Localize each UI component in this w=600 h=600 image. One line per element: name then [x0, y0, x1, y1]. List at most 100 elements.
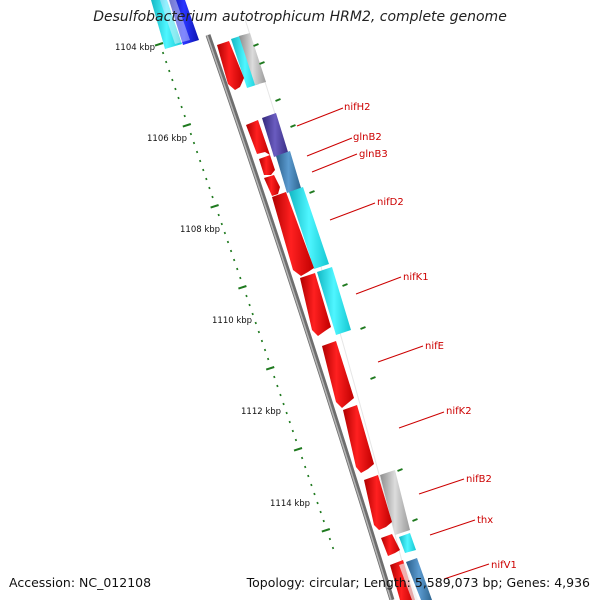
kbp-minor-tick — [291, 429, 294, 433]
gene-label-glnB2[interactable]: glnB2 — [353, 132, 382, 143]
outer-tick-mark — [360, 326, 366, 330]
kbp-minor-tick — [183, 114, 186, 118]
gene-feature[interactable] — [239, 33, 266, 85]
label-leader — [355, 276, 402, 295]
kbp-minor-tick — [300, 456, 304, 460]
kbp-minor-tick — [165, 60, 168, 64]
kbp-major-tick — [321, 528, 331, 533]
gene-label-nifD2[interactable]: nifD2 — [377, 197, 404, 208]
genome-summary-text: Topology: circular; Length: 5,589,073 bp… — [246, 575, 590, 590]
label-leader — [296, 107, 344, 127]
gene-arrow[interactable] — [343, 405, 374, 473]
outer-tick-mark — [275, 98, 281, 102]
kbp-minor-tick — [304, 465, 307, 469]
label-leader — [429, 519, 476, 536]
label-leader — [329, 202, 376, 221]
kbp-minor-tick — [310, 483, 313, 487]
gene-arrow[interactable] — [322, 341, 354, 408]
outer-tick-mark — [397, 468, 403, 472]
genome-backbone-highlight — [206, 34, 392, 600]
kbp-minor-tick — [328, 537, 332, 541]
kbp-minor-tick — [313, 492, 316, 496]
outer-tick-mark — [290, 124, 296, 128]
gene-feature[interactable] — [317, 267, 351, 335]
gene-feature[interactable] — [380, 470, 410, 535]
kbp-minor-tick — [331, 546, 335, 550]
kbp-minor-tick — [205, 177, 208, 181]
kbp-minor-tick — [260, 339, 264, 343]
label-leader — [443, 563, 490, 580]
kbp-minor-tick — [248, 303, 251, 307]
gene-arrow[interactable] — [381, 534, 400, 556]
gene-arrow[interactable] — [272, 192, 314, 276]
gene-arrow[interactable] — [217, 41, 244, 90]
label-leader — [311, 153, 358, 173]
kbp-minor-tick — [236, 267, 239, 271]
gene-feature[interactable] — [276, 151, 301, 193]
kbp-minor-tick — [239, 276, 242, 280]
gene-arrow[interactable] — [264, 175, 280, 196]
kbp-minor-tick — [316, 501, 319, 505]
kbp-minor-tick — [223, 231, 227, 235]
gene-label-nifK2[interactable]: nifK2 — [446, 406, 472, 417]
kbp-minor-tick — [232, 258, 236, 262]
gene-label-nifB2[interactable]: nifB2 — [466, 474, 492, 485]
kbp-minor-tick — [285, 411, 288, 415]
gene-feature[interactable] — [160, 0, 190, 44]
kbp-minor-tick — [276, 384, 279, 388]
outer-tick-mark — [309, 190, 315, 194]
kbp-major-tick — [154, 42, 164, 47]
gene-arrow[interactable] — [259, 155, 275, 175]
kbp-minor-tick — [251, 312, 254, 316]
outer-tick-mark — [342, 283, 348, 287]
gene-label-nifE[interactable]: nifE — [425, 341, 444, 352]
label-leader — [377, 345, 424, 363]
gene-feature[interactable] — [289, 187, 329, 269]
gene-feature[interactable] — [399, 533, 416, 553]
kbp-minor-tick — [266, 357, 270, 361]
page-title: Desulfobacterium autotrophicum HRM2, com… — [93, 9, 507, 25]
outer-tick-mark — [253, 43, 259, 47]
kbp-minor-tick — [245, 294, 248, 298]
kbp-label: 1108 kbp — [180, 225, 220, 235]
gene-arrow[interactable] — [246, 120, 270, 155]
gene-feature[interactable] — [399, 563, 418, 600]
gene-label-thx[interactable]: thx — [477, 515, 493, 526]
kbp-minor-tick — [177, 96, 180, 100]
kbp-minor-tick — [226, 240, 230, 244]
kbp-minor-tick — [263, 348, 267, 352]
gene-label-nifV1[interactable]: nifV1 — [491, 560, 517, 571]
kbp-minor-tick — [307, 474, 310, 478]
kbp-major-tick — [238, 285, 247, 290]
kbp-minor-tick — [211, 195, 214, 199]
kbp-minor-tick — [217, 213, 220, 217]
kbp-minor-tick — [273, 375, 276, 379]
kbp-minor-tick — [220, 222, 223, 226]
kbp-minor-tick — [199, 159, 202, 163]
genome-backbone — [205, 34, 395, 600]
kbp-minor-tick — [202, 168, 205, 172]
outer-tick-marks — [253, 43, 418, 522]
label-leader — [398, 411, 445, 429]
gene-label-nifK1[interactable]: nifK1 — [403, 272, 429, 283]
kbp-minor-tick — [319, 510, 322, 514]
outer-tick-mark — [370, 376, 376, 380]
kbp-minor-tick — [279, 393, 282, 397]
kbp-minor-tick — [195, 150, 199, 154]
gene-label-nifH2[interactable]: nifH2 — [344, 102, 371, 113]
gene-arrow[interactable] — [364, 475, 392, 530]
gene-label-glnB3[interactable]: glnB3 — [359, 149, 388, 160]
kbp-minor-tick — [229, 249, 233, 253]
gene-feature[interactable] — [406, 558, 432, 600]
gene-arrow[interactable] — [300, 273, 331, 336]
kbp-label: 1110 kbp — [212, 316, 252, 326]
kbp-label: 1104 kbp — [115, 43, 155, 53]
kbp-minor-tick — [161, 51, 165, 55]
kbp-ruler — [154, 42, 335, 550]
kbp-minor-tick — [192, 141, 196, 145]
kbp-minor-tick — [288, 420, 291, 424]
kbp-minor-tick — [254, 321, 257, 325]
kbp-minor-tick — [189, 132, 193, 136]
gene-feature[interactable] — [262, 113, 288, 157]
